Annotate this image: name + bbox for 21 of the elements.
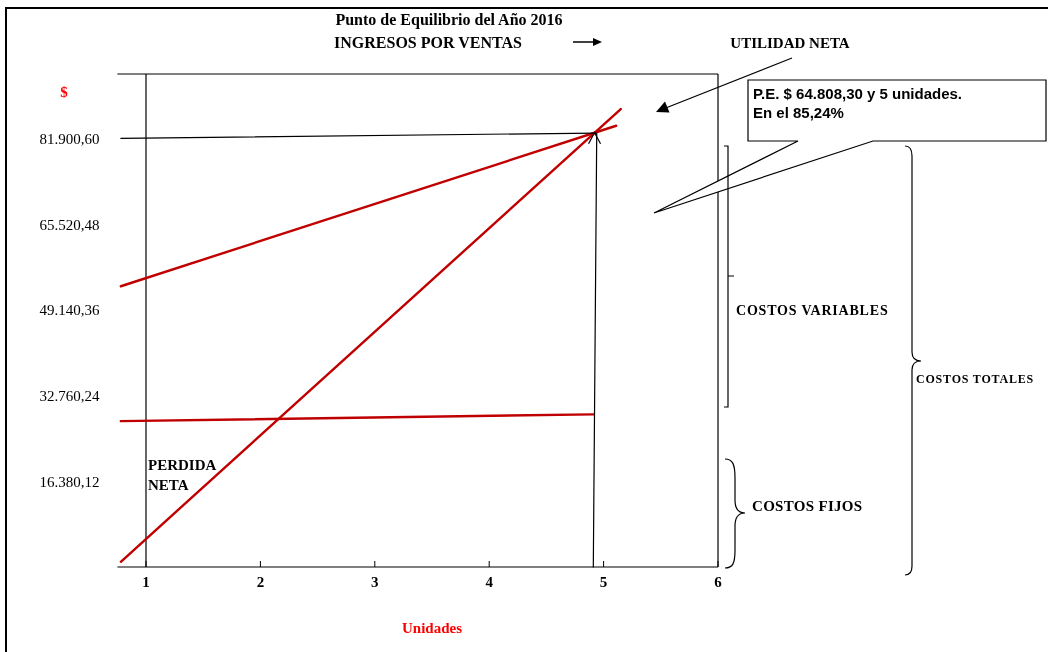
x-tick-label: 1 (142, 574, 150, 590)
y-tick-label: 65.520,48 (39, 216, 100, 233)
text: COSTOS VARIABLES (736, 303, 889, 318)
x-tick-label: 3 (371, 574, 379, 590)
x-tick-label: 5 (599, 574, 608, 590)
text: COSTOS TOTALES (916, 372, 1035, 386)
y-tick-label: 16.380,12 (39, 473, 100, 490)
x-tick-label: 2 (256, 574, 265, 590)
y-tick-label: 81.900,60 (39, 131, 100, 148)
y-tick-label: 49.140,36 (39, 302, 100, 319)
text: INGRESOS POR VENTAS (334, 34, 523, 51)
text: P.E. $ 64.808,30 y 5 unidades. En el 85,24% (753, 85, 963, 121)
x-tick-label: 6 (714, 574, 723, 590)
chart-title: Punto de Equilibrio del Año 2016 (335, 11, 563, 29)
x-axis-title: Unidades (401, 620, 463, 636)
y-axis-title: $ (60, 84, 69, 100)
annotation: PERDIDA NETA (148, 457, 217, 493)
text: UTILIDAD NETA (730, 35, 850, 51)
y-tick-label: 32.760,24 (39, 387, 100, 404)
text: COSTOS FIJOS (752, 498, 863, 514)
x-tick-label: 4 (485, 574, 494, 590)
